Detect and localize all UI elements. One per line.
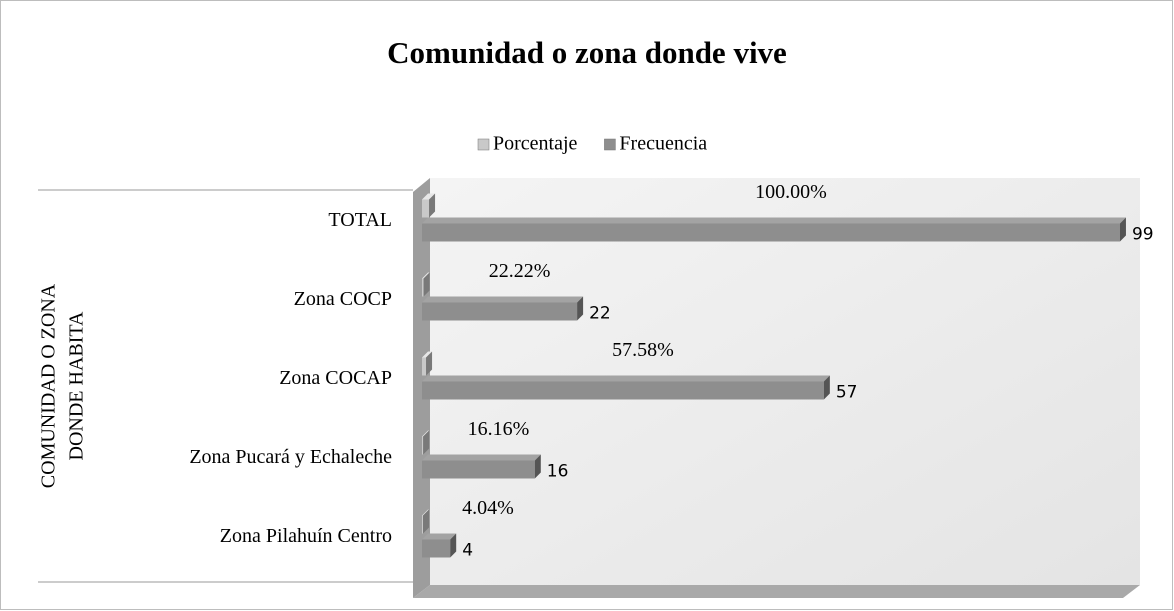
bar-face bbox=[422, 278, 424, 297]
floor bbox=[413, 585, 1140, 598]
bar-top bbox=[422, 533, 457, 540]
axis-title: DONDE HABITA bbox=[66, 311, 88, 460]
legend-swatch bbox=[477, 138, 490, 151]
bar bbox=[422, 375, 830, 400]
data-label: 4 bbox=[462, 541, 473, 561]
bar-end bbox=[423, 272, 430, 297]
bar-face bbox=[422, 199, 430, 218]
bar-top bbox=[422, 193, 436, 200]
data-label: 22.22% bbox=[489, 260, 551, 282]
bar-top bbox=[422, 272, 430, 279]
bar-end bbox=[423, 430, 430, 455]
category-label: Zona Pucará y Echaleche bbox=[189, 446, 392, 468]
bar bbox=[422, 351, 433, 376]
bar-face bbox=[422, 381, 824, 400]
bar-top bbox=[422, 430, 430, 437]
data-label: 100.00% bbox=[755, 181, 827, 203]
bar-face bbox=[422, 223, 1120, 242]
bar-end bbox=[1119, 217, 1126, 242]
data-label: 22 bbox=[589, 304, 611, 324]
bar-face bbox=[422, 436, 424, 455]
axis-title: COMUNIDAD O ZONA bbox=[38, 283, 60, 488]
bar bbox=[422, 296, 584, 321]
data-label: 99 bbox=[1132, 225, 1154, 245]
bar-face bbox=[422, 357, 427, 376]
data-label: 16 bbox=[547, 462, 569, 482]
bar-end bbox=[534, 454, 541, 479]
bar-end bbox=[823, 375, 830, 400]
category-label: TOTAL bbox=[328, 209, 392, 231]
bar bbox=[422, 217, 1126, 242]
bar bbox=[422, 193, 436, 218]
bar-end bbox=[577, 296, 584, 321]
bar bbox=[422, 533, 457, 558]
bar-end bbox=[429, 193, 436, 218]
bar-face bbox=[422, 515, 423, 534]
category-label: Zona COCAP bbox=[279, 367, 392, 389]
data-label: 57 bbox=[836, 383, 858, 403]
chart-title: Comunidad o zona donde vive bbox=[387, 35, 787, 70]
bar bbox=[422, 509, 429, 534]
bar-top bbox=[422, 351, 433, 358]
legend-label: Porcentaje bbox=[493, 133, 578, 155]
bar-top bbox=[422, 454, 541, 461]
legend-label: Frecuencia bbox=[619, 133, 707, 155]
bar-face bbox=[422, 539, 451, 558]
bar-end bbox=[426, 351, 433, 376]
bar bbox=[422, 454, 541, 479]
category-label: Zona COCP bbox=[294, 288, 392, 310]
bar-top bbox=[422, 509, 429, 516]
bar-top bbox=[422, 217, 1126, 224]
bar-top bbox=[422, 296, 584, 303]
bar-end bbox=[423, 509, 429, 534]
legend-swatch bbox=[604, 138, 616, 151]
bar-end bbox=[450, 533, 457, 558]
bar-top bbox=[422, 375, 830, 382]
category-label: Zona Pilahuín Centro bbox=[220, 525, 392, 547]
data-label: 16.16% bbox=[468, 418, 530, 440]
data-label: 4.04% bbox=[462, 497, 514, 519]
bar-face bbox=[422, 302, 578, 321]
data-label: 57.58% bbox=[612, 339, 674, 361]
bar bbox=[422, 272, 430, 297]
bar-face bbox=[422, 460, 535, 479]
bar bbox=[422, 430, 430, 455]
